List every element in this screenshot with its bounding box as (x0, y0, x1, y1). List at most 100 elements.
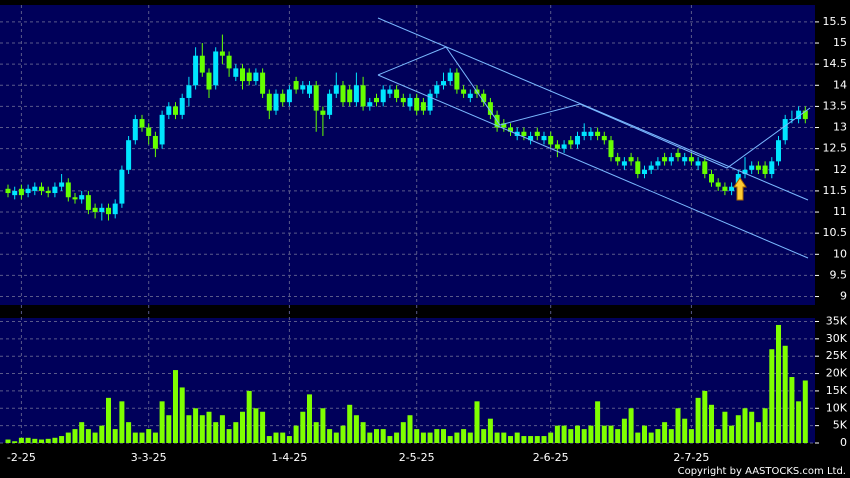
volume-bar (447, 436, 453, 443)
candle-body (112, 203, 118, 215)
candle-body (709, 174, 714, 183)
volume-bar (126, 422, 132, 443)
y-tick-label: 20K (826, 367, 848, 380)
candle-body (648, 165, 654, 170)
candle-body (454, 72, 460, 90)
volume-bar (394, 432, 400, 443)
volume-bar (668, 429, 674, 443)
volume-bar (709, 404, 714, 443)
candle-body (260, 72, 266, 94)
volume-bar (487, 418, 493, 443)
volume-bar (333, 432, 339, 443)
y-tick-label: 11.5 (823, 184, 848, 197)
candle-body (139, 119, 145, 128)
volume-bar (407, 415, 413, 443)
volume-bar (434, 429, 440, 443)
candle-body (219, 51, 225, 56)
candle-body (52, 186, 58, 194)
volume-bar (12, 441, 18, 443)
candle-body (119, 169, 125, 204)
candle-body (776, 140, 781, 162)
volume-bar (32, 438, 38, 443)
candle-body (554, 144, 560, 149)
volume-bar (45, 438, 51, 443)
volume-bar (327, 429, 333, 443)
volume-bar (152, 432, 158, 443)
candle-body (72, 197, 78, 200)
candle-body (695, 161, 701, 166)
candle-body (802, 110, 808, 120)
volume-bar (467, 432, 473, 443)
volume-bar (347, 404, 353, 443)
volume-bar (99, 425, 105, 443)
volume-bar (528, 436, 534, 443)
candle-body (374, 97, 379, 103)
candle-body (608, 140, 614, 158)
volume-bar (280, 432, 286, 443)
volume-bar (72, 429, 78, 443)
candle-body (152, 135, 158, 149)
volume-bar (695, 397, 701, 443)
candle-body (327, 93, 333, 115)
y-tick-label: 14.5 (823, 57, 848, 70)
volume-bar (776, 324, 781, 443)
volume-bar (561, 425, 567, 443)
x-tick-label: 1-4-25 (271, 451, 307, 464)
volume-bar (260, 411, 266, 443)
candle-body (561, 144, 567, 149)
y-tick-label: 30K (826, 332, 848, 345)
volume-bar (615, 429, 621, 443)
volume-bar (219, 415, 225, 443)
volume-bar (179, 387, 185, 443)
candle-body (293, 81, 299, 90)
candle-body (32, 186, 38, 191)
candle-body (642, 169, 647, 175)
y-tick-label: 9 (840, 290, 847, 303)
candle-body (240, 68, 245, 82)
candle-body (25, 188, 31, 194)
volume-bar (25, 437, 31, 443)
volume-bar (420, 432, 426, 443)
candle-body (427, 93, 433, 111)
trendline (377, 17, 809, 201)
candle-body (387, 89, 393, 94)
trendlines (377, 17, 811, 259)
candle-body (313, 85, 319, 111)
volume-bar (106, 397, 111, 443)
volume-bar (307, 394, 312, 443)
candle-body (206, 72, 212, 90)
volume-bar (722, 411, 728, 443)
candle-body (166, 106, 172, 115)
volume-bar (554, 425, 560, 443)
volume-bar (762, 408, 768, 443)
candle-body (280, 93, 286, 103)
candle-body (99, 207, 105, 213)
volume-bar (541, 436, 547, 443)
trendline (377, 74, 809, 259)
y-tick-label: 5K (833, 419, 848, 432)
candle-body (106, 207, 111, 215)
y-tick-label: 12 (833, 163, 847, 176)
volume-bar (400, 422, 406, 443)
candle-body (742, 169, 748, 175)
volume-bar (166, 415, 172, 443)
volume-bar (608, 425, 614, 443)
volume-bar (79, 422, 85, 443)
candle-body (662, 157, 668, 162)
volume-bar (112, 429, 118, 443)
volume-bar (749, 411, 755, 443)
volume-bar (414, 429, 420, 443)
volume-bar (635, 432, 641, 443)
candle-body (18, 188, 24, 196)
volume-bar (240, 411, 245, 443)
y-tick-label: 25K (826, 349, 848, 362)
trendline (377, 46, 811, 169)
volume-bar (769, 349, 775, 443)
volume-bar (802, 380, 808, 443)
x-tick-label: 3-3-25 (131, 451, 167, 464)
volume-bar (139, 432, 145, 443)
candle-body (668, 157, 674, 162)
candle-body (534, 131, 540, 136)
volume-bar (595, 401, 601, 443)
